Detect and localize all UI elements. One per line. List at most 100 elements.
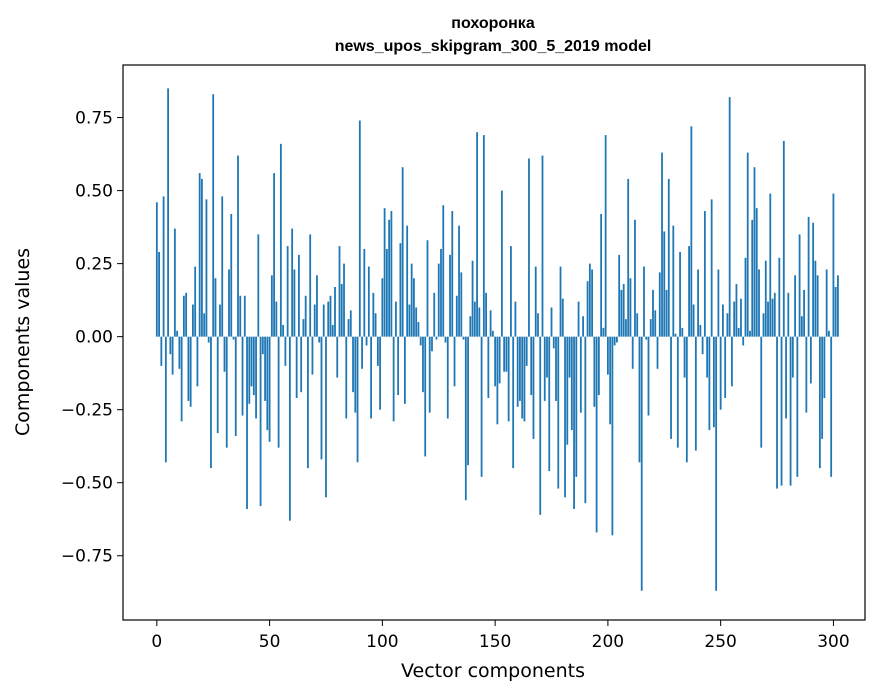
bar-211: [631, 336, 634, 369]
bar-215: [640, 336, 643, 591]
bar-39: [243, 295, 246, 337]
bar-241: [699, 324, 702, 337]
bar-179: [559, 266, 562, 337]
bar-160: [516, 336, 519, 407]
bar-223: [658, 272, 661, 337]
bar-71: [316, 275, 318, 337]
bar-166: [530, 336, 533, 396]
bar-260: [742, 336, 745, 346]
bar-203: [613, 336, 616, 346]
bar-133: [455, 295, 458, 337]
y-tick-label: 0.00: [75, 328, 113, 348]
bar-285: [798, 234, 801, 337]
bar-66: [304, 295, 307, 337]
bar-50: [268, 336, 271, 442]
bar-243: [703, 211, 706, 337]
bar-103: [388, 219, 391, 337]
bar-274: [773, 292, 776, 337]
bar-49: [266, 336, 269, 431]
bar-172: [543, 336, 546, 401]
bar-63: [298, 254, 300, 337]
bar-60: [291, 228, 294, 337]
bar-98: [376, 336, 379, 366]
bar-159: [514, 301, 517, 337]
bar-239: [694, 336, 697, 451]
bar-10: [178, 336, 181, 369]
bar-276: [778, 257, 781, 337]
bar-220: [652, 289, 654, 337]
bar-0: [155, 202, 158, 337]
bar-112: [408, 304, 411, 337]
bar-258: [737, 327, 740, 337]
bar-107: [397, 336, 400, 396]
bar-283: [794, 275, 796, 337]
bar-85: [347, 319, 350, 337]
bar-237: [690, 126, 693, 337]
bar-262: [746, 152, 749, 337]
bar-293: [816, 275, 819, 337]
bar-156: [507, 336, 510, 422]
bar-161: [519, 336, 521, 401]
bar-216: [643, 266, 645, 337]
bar-5: [167, 88, 169, 337]
bar-238: [692, 304, 695, 337]
bar-40: [246, 336, 248, 509]
bar-208: [625, 319, 627, 337]
bar-200: [606, 336, 609, 375]
bar-78: [331, 324, 334, 337]
bar-201: [609, 336, 612, 425]
bar-256: [733, 301, 736, 337]
y-tick-label: −0.25: [61, 401, 113, 421]
bar-257: [735, 284, 738, 337]
bar-185: [573, 336, 575, 509]
bar-58: [286, 246, 289, 337]
bar-111: [406, 225, 409, 337]
plot-frame: [122, 64, 866, 621]
bar-121: [428, 336, 431, 413]
bar-136: [462, 336, 465, 340]
bar-143: [478, 307, 481, 337]
bar-123: [433, 292, 436, 337]
bar-57: [284, 336, 287, 366]
bar-25: [212, 94, 215, 337]
bar-244: [706, 336, 709, 378]
bar-48: [264, 336, 266, 401]
bar-146: [485, 292, 487, 337]
bar-145: [482, 135, 485, 337]
bar-31: [225, 336, 228, 448]
bar-8: [173, 228, 176, 337]
x-tick-label: 0: [151, 632, 162, 652]
bar-219: [649, 319, 652, 337]
chart-title: похоронка: [451, 15, 535, 32]
bar-122: [431, 336, 433, 352]
x-tick-label: 100: [366, 632, 398, 652]
bar-173: [546, 336, 548, 378]
bar-92: [363, 249, 366, 337]
bar-102: [385, 249, 388, 337]
bar-105: [392, 336, 395, 422]
bar-292: [814, 260, 817, 337]
bar-56: [282, 324, 285, 337]
bar-74: [322, 304, 325, 337]
bar-271: [767, 301, 769, 337]
bar-41: [248, 336, 251, 404]
bar-224: [661, 152, 663, 337]
bar-70: [313, 304, 316, 337]
bar-82: [340, 284, 343, 337]
bar-192: [588, 263, 591, 337]
bar-95: [370, 336, 372, 419]
bar-12: [182, 295, 185, 337]
bar-188: [579, 336, 582, 413]
bar-43: [252, 336, 255, 396]
bar-9: [176, 330, 179, 337]
bar-13: [185, 292, 188, 337]
bar-251: [722, 304, 724, 337]
bar-280: [787, 292, 790, 337]
bars-group: [155, 88, 839, 591]
bar-209: [627, 178, 630, 337]
bar-236: [688, 246, 690, 337]
bar-99: [379, 336, 381, 410]
bar-72: [318, 336, 321, 343]
bar-289: [807, 216, 810, 337]
bar-158: [512, 336, 515, 469]
